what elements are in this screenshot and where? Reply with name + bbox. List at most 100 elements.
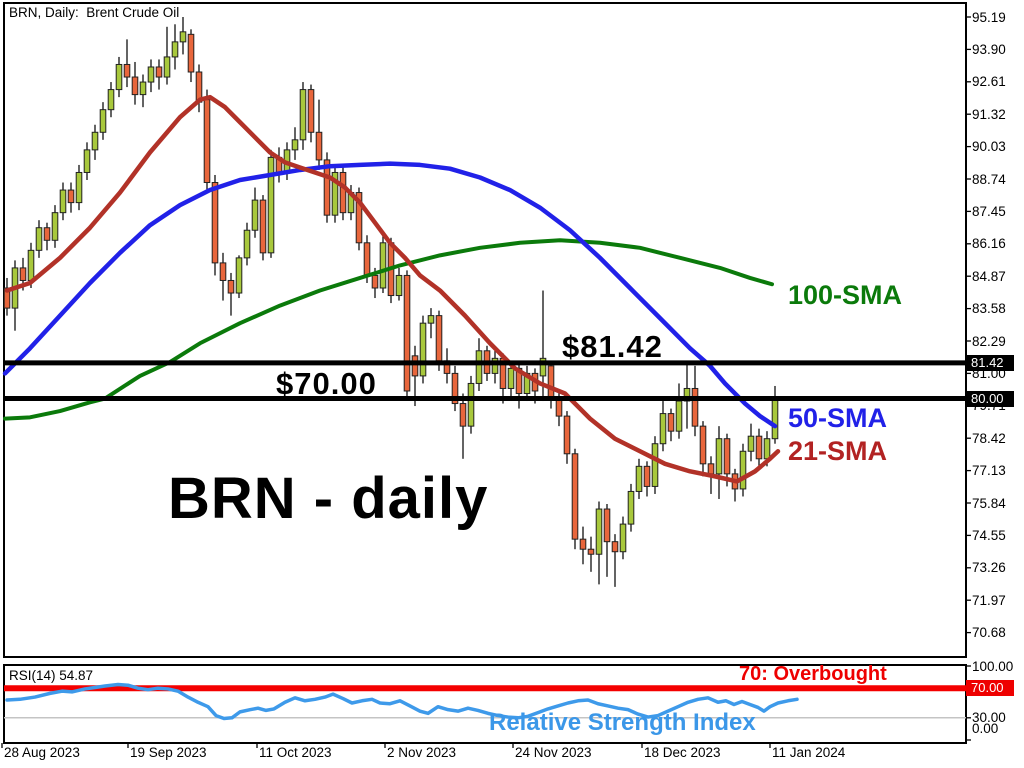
bull-candle-body — [675, 400, 683, 432]
bear-candle-body — [363, 242, 371, 276]
bear-candle-body — [259, 199, 267, 254]
bull-candle-body — [595, 508, 603, 555]
bull-candle-body — [75, 171, 83, 204]
bear-candle-body — [131, 76, 139, 96]
bear-candle-body — [707, 463, 715, 475]
bear-candle-body — [219, 262, 227, 281]
bull-candle-body — [163, 56, 171, 78]
bear-candle-body — [563, 415, 571, 455]
50-sma-line — [2, 161, 778, 429]
bull-candle-body — [395, 274, 403, 297]
price-axis-label: 91.32 — [972, 106, 1006, 122]
price-axis-label: 71.97 — [972, 592, 1006, 608]
bear-candle-body — [19, 267, 27, 281]
rsi-axis-label: 30.00 — [972, 710, 1006, 726]
bear-candle-body — [155, 66, 163, 78]
bull-candle-body — [83, 149, 91, 173]
bear-candle-body — [187, 33, 195, 73]
bear-candle-body — [555, 398, 563, 417]
bull-candle-body — [715, 438, 723, 475]
sma21-label: 21-SMA — [788, 436, 888, 466]
bull-candle-body — [659, 413, 667, 445]
symbol-title: BRN, Daily: Brent Crude Oil — [9, 5, 180, 20]
bear-candle-body — [691, 387, 699, 427]
bull-candle-body — [507, 367, 515, 389]
bear-candle-body — [315, 131, 323, 161]
bull-candle-body — [475, 350, 483, 384]
bear-candle-body — [435, 315, 443, 362]
bull-candle-body — [491, 357, 499, 374]
price-axis-label: 95.19 — [972, 9, 1006, 25]
date-axis-label: 24 Nov 2023 — [515, 745, 592, 760]
price-axis-label: 77.13 — [972, 463, 1006, 479]
rsi-name-annotation: Relative Strength Index — [489, 709, 756, 736]
price-axis-label: 93.90 — [972, 41, 1006, 57]
bull-candle-body — [107, 89, 115, 111]
bear-candle-body — [723, 438, 731, 475]
bull-candle-body — [59, 189, 67, 214]
bear-candle-body — [451, 372, 459, 405]
main-panel-border — [3, 2, 967, 658]
bear-candle-body — [123, 63, 131, 78]
price-axis-label: 70.68 — [972, 625, 1006, 641]
bear-candle-body — [459, 403, 467, 427]
date-axis-label: 11 Oct 2023 — [259, 745, 332, 760]
bull-candle-body — [51, 212, 59, 241]
bear-candle-body — [227, 279, 235, 294]
date-axis-label: 18 Dec 2023 — [644, 745, 721, 760]
price-axis-label: 92.61 — [972, 74, 1006, 90]
bull-candle-body — [179, 31, 187, 43]
rsi-axis-label: 100.00 — [972, 658, 1014, 674]
bull-candle-body — [243, 229, 251, 259]
bear-candle-body — [339, 171, 347, 214]
bull-candle-body — [171, 41, 179, 58]
rsi-panel-border — [3, 664, 967, 744]
bull-candle-body — [35, 227, 43, 251]
bull-candle-body — [91, 131, 99, 151]
support-price-badge: 80.00 — [966, 390, 1014, 407]
bear-candle-body — [307, 89, 315, 133]
bull-candle-body — [379, 242, 387, 289]
bull-candle-body — [99, 109, 107, 133]
price-axis-label: 82.29 — [972, 333, 1006, 349]
bear-candle-body — [43, 227, 51, 241]
21-sma-line — [4, 94, 781, 484]
bear-candle-body — [67, 189, 75, 204]
bull-candle-body — [739, 450, 747, 490]
bear-candle-body — [547, 365, 555, 400]
bull-candle-body — [427, 315, 435, 324]
bull-candle-body — [147, 66, 155, 83]
bull-candle-body — [539, 357, 547, 377]
rsi-line — [5, 682, 799, 721]
bull-candle-body — [291, 139, 299, 151]
bull-candle-body — [235, 257, 243, 294]
bull-candle-body — [627, 490, 635, 525]
bull-candle-body — [635, 465, 643, 492]
bull-candle-body — [331, 171, 339, 216]
price-axis-label: 86.16 — [972, 236, 1006, 252]
overbought-annotation: 70: Overbought — [739, 663, 887, 685]
watermark-text: BRN - daily — [168, 466, 489, 531]
bear-candle-body — [3, 287, 11, 309]
sma50-label: 50-SMA — [788, 403, 888, 433]
date-axis-label: 2 Nov 2023 — [387, 745, 457, 760]
bull-candle-body — [419, 322, 427, 377]
bull-candle-body — [251, 199, 259, 231]
date-axis-label: 19 Sep 2023 — [130, 745, 207, 760]
resistance-price-badge: 81.42 — [966, 354, 1014, 371]
price-axis-label: 74.55 — [972, 527, 1006, 543]
price-axis-label: 75.84 — [972, 495, 1006, 511]
bull-candle-body — [683, 387, 691, 402]
bear-candle-body — [611, 541, 619, 553]
price-axis-label: 73.26 — [972, 560, 1006, 576]
bull-candle-body — [771, 398, 779, 440]
bull-candle-body — [267, 156, 275, 254]
rsi-axis-label: 0.00 — [972, 720, 999, 736]
bull-candle-body — [299, 89, 307, 141]
sma100-label: 100-SMA — [788, 280, 903, 310]
bull-candle-body — [747, 435, 755, 452]
support-level-label: $70.00 — [276, 366, 377, 401]
bear-candle-body — [411, 355, 419, 377]
